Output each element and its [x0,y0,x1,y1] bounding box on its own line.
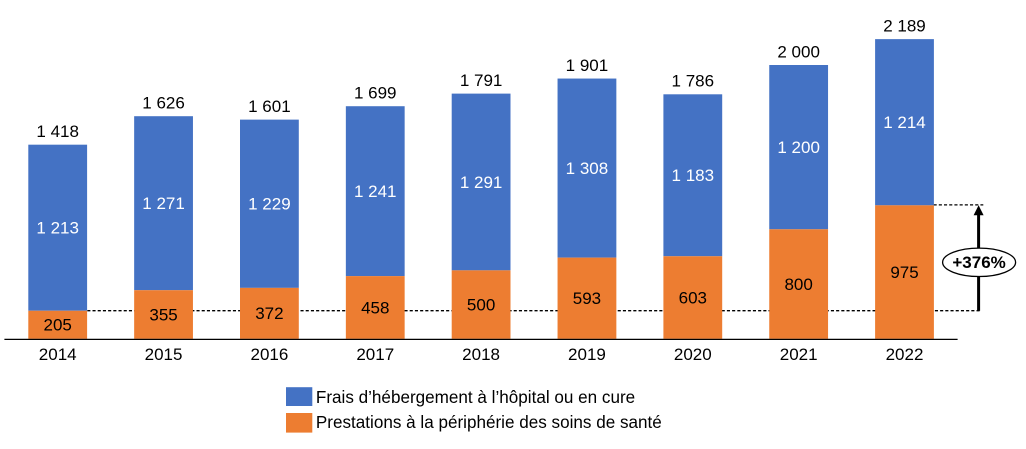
svg-text:2019: 2019 [568,345,606,364]
svg-text:1 626: 1 626 [142,94,185,113]
svg-text:1 786: 1 786 [672,72,715,91]
svg-text:1 213: 1 213 [36,219,79,238]
svg-text:1 699: 1 699 [354,84,397,103]
svg-text:1 271: 1 271 [142,194,185,213]
svg-text:372: 372 [255,304,283,323]
svg-text:2017: 2017 [356,345,394,364]
svg-text:1 601: 1 601 [248,97,291,116]
svg-text:2021: 2021 [780,345,818,364]
svg-text:2022: 2022 [886,345,924,364]
svg-text:1 791: 1 791 [460,71,503,90]
svg-text:1 200: 1 200 [777,138,820,157]
svg-text:2015: 2015 [145,345,183,364]
svg-text:2 189: 2 189 [883,16,926,35]
svg-text:2016: 2016 [250,345,288,364]
svg-text:975: 975 [890,263,918,282]
svg-text:458: 458 [361,298,389,317]
svg-text:1 901: 1 901 [566,56,609,75]
svg-text:1 418: 1 418 [36,122,79,141]
svg-text:+376%: +376% [952,253,1005,272]
svg-text:Frais d’hébergement à l’hôpita: Frais d’hébergement à l’hôpital ou en cu… [316,388,635,407]
svg-text:1 291: 1 291 [460,173,503,192]
svg-text:1 308: 1 308 [566,159,609,178]
svg-text:2 000: 2 000 [777,42,820,61]
svg-text:800: 800 [784,275,812,294]
svg-text:2014: 2014 [39,345,77,364]
svg-text:2018: 2018 [462,345,500,364]
svg-text:2020: 2020 [674,345,712,364]
svg-text:1 183: 1 183 [672,166,715,185]
svg-text:500: 500 [467,295,495,314]
svg-text:355: 355 [149,305,177,324]
svg-text:1 241: 1 241 [354,182,397,201]
svg-text:603: 603 [679,288,707,307]
svg-text:1 229: 1 229 [248,195,291,214]
svg-text:593: 593 [573,289,601,308]
svg-text:205: 205 [44,316,72,335]
svg-text:1 214: 1 214 [883,113,926,132]
svg-text:Prestations à la périphérie de: Prestations à la périphérie des soins de… [316,413,662,432]
